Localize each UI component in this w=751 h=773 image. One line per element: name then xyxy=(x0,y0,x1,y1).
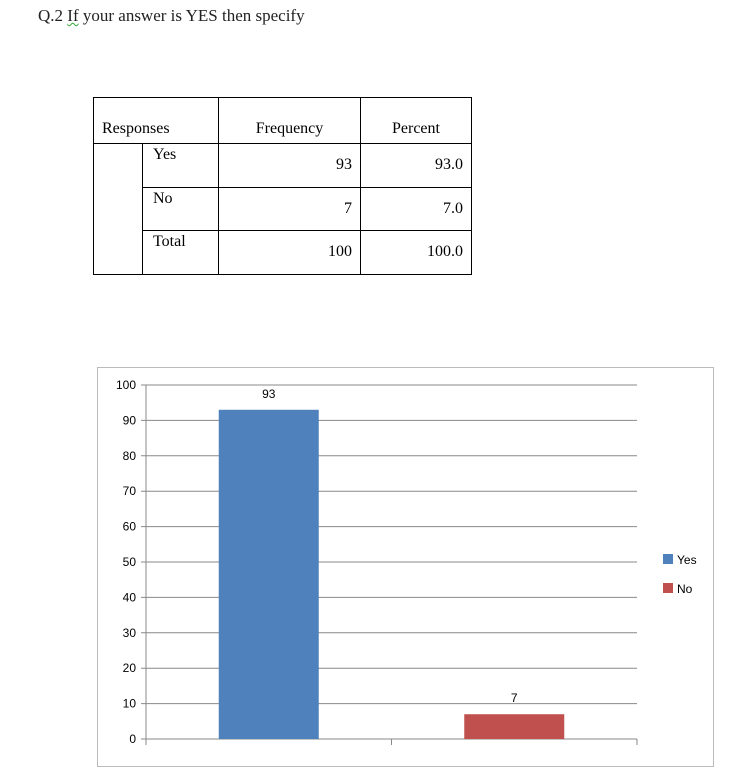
legend-swatch xyxy=(663,554,673,564)
row-label: Yes xyxy=(142,143,219,188)
bar-chart: 0 10 20 30 40 50 60 70 80 90 100 93 Yes 7 No xyxy=(97,367,714,767)
y-tick-label: 10 xyxy=(123,697,137,711)
y-tick-label: 0 xyxy=(129,732,136,746)
row-percent: 7.0 xyxy=(360,187,472,231)
row-frequency: 93 xyxy=(218,143,361,188)
legend-label: No xyxy=(677,582,693,596)
header-frequency: Frequency xyxy=(218,97,361,144)
question-heading: Q.2 If your answer is YES then specify xyxy=(38,6,305,26)
header-responses: Responses xyxy=(93,97,219,144)
bar-yes xyxy=(218,409,319,739)
y-tick-label: 30 xyxy=(123,626,137,640)
y-tick-label: 20 xyxy=(123,661,137,675)
legend-label: Yes xyxy=(677,553,697,567)
row-frequency: 7 xyxy=(218,187,361,231)
y-tick-label: 40 xyxy=(123,590,137,604)
y-tick-label: 70 xyxy=(123,484,137,498)
y-tick-label: 90 xyxy=(123,413,137,427)
row-percent: 100.0 xyxy=(360,230,472,275)
row-percent: 93.0 xyxy=(360,143,472,188)
y-tick-label: 80 xyxy=(123,449,137,463)
row-frequency: 100 xyxy=(218,230,361,275)
header-percent: Percent xyxy=(360,97,472,144)
question-number: Q.2 xyxy=(38,6,68,25)
legend-swatch xyxy=(663,583,673,593)
y-tick-label: 50 xyxy=(123,555,137,569)
blank-cell xyxy=(93,143,143,275)
question-text: your answer is YES then specify xyxy=(78,6,305,25)
y-tick-label: 60 xyxy=(123,520,137,534)
y-tick-label: 100 xyxy=(116,378,136,392)
spellcheck-word: If xyxy=(67,6,79,25)
row-label: No xyxy=(142,187,219,231)
row-label: Total xyxy=(142,230,219,275)
data-label: 7 xyxy=(511,691,518,705)
chart-svg: 0 10 20 30 40 50 60 70 80 90 100 93 Yes 7 No xyxy=(116,378,697,746)
data-label: 93 xyxy=(262,387,276,401)
bar-no xyxy=(464,714,565,739)
